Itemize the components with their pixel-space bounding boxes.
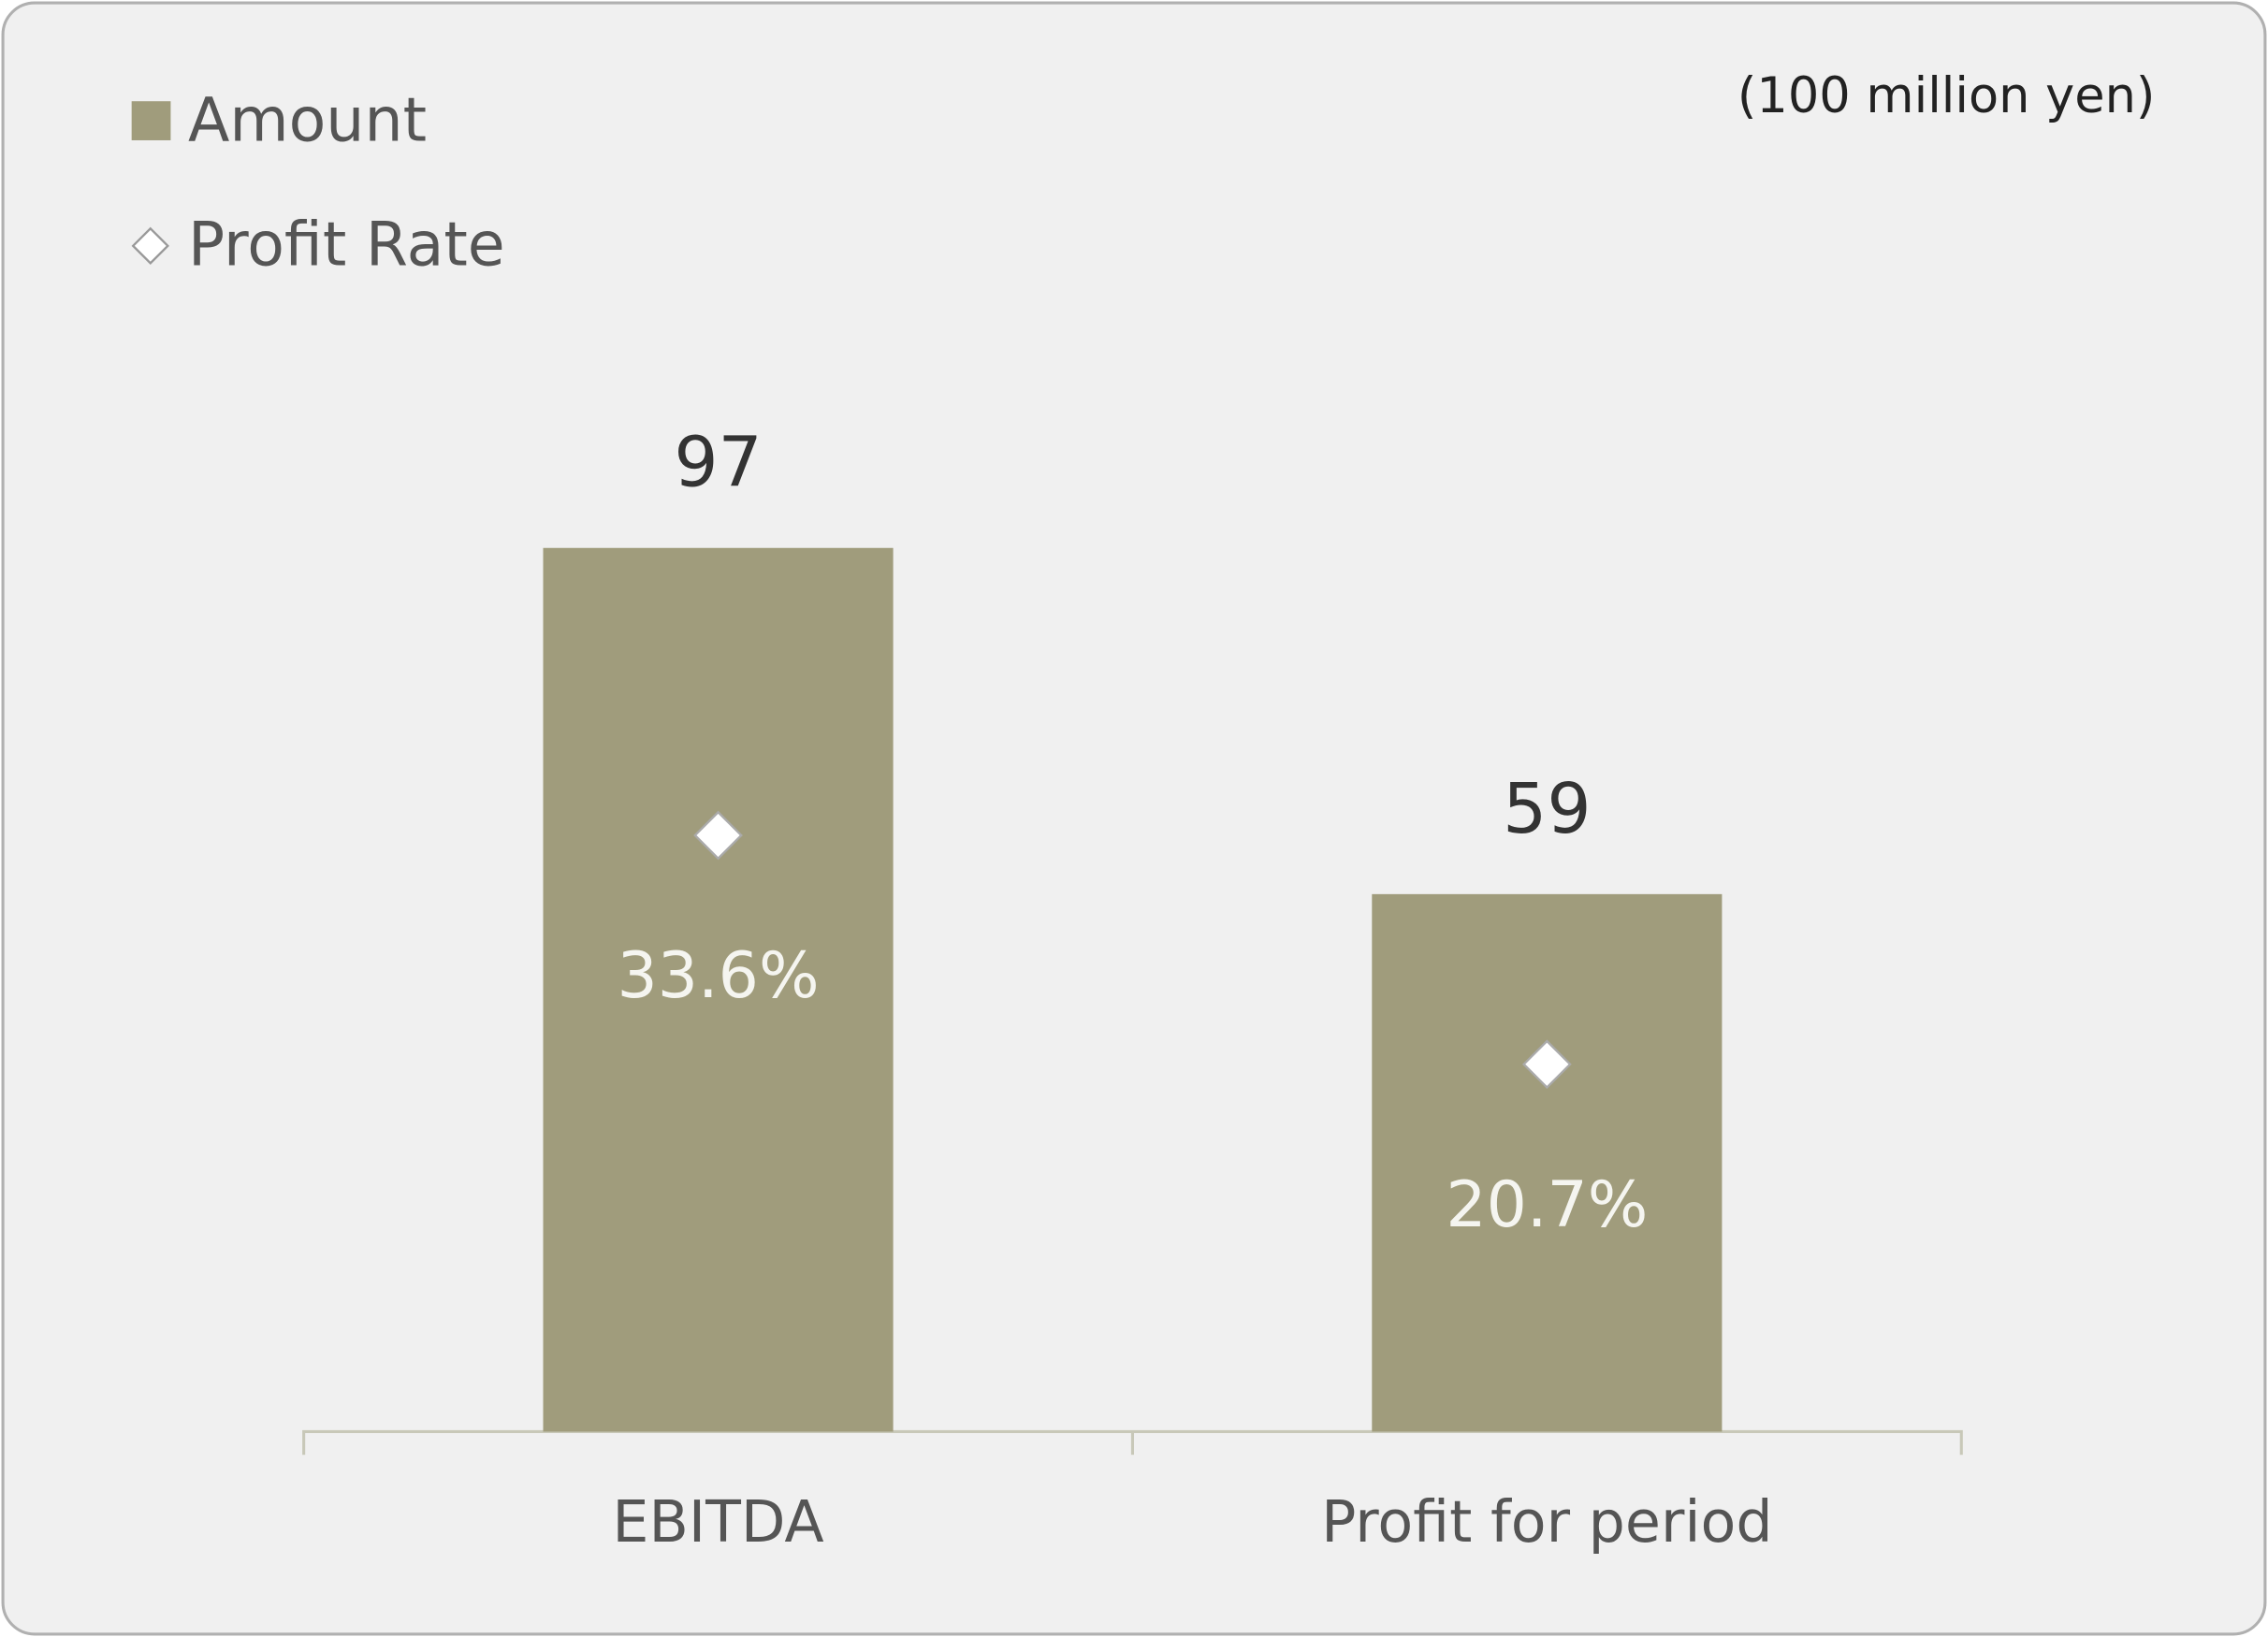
bar [543,547,894,1432]
bar [1372,893,1723,1432]
data-label: 59 [1503,769,1591,849]
profit-rate-marker [1521,1039,1572,1090]
profit-rate-marker [693,810,743,861]
data-label: 97 [674,423,762,503]
legend-label: Profit Rate [188,210,505,280]
legend-label: Amount [188,86,427,156]
data-label: 33.6% [618,939,820,1013]
data-label: 20.7% [1446,1168,1648,1242]
x-tick-label: Profit for period [1321,1488,1773,1556]
legend-swatch [131,101,171,140]
unit-note: (100 million yen) [1737,67,2155,124]
legend-swatch [131,226,169,266]
x-tick-label: EBITDA [612,1488,823,1556]
